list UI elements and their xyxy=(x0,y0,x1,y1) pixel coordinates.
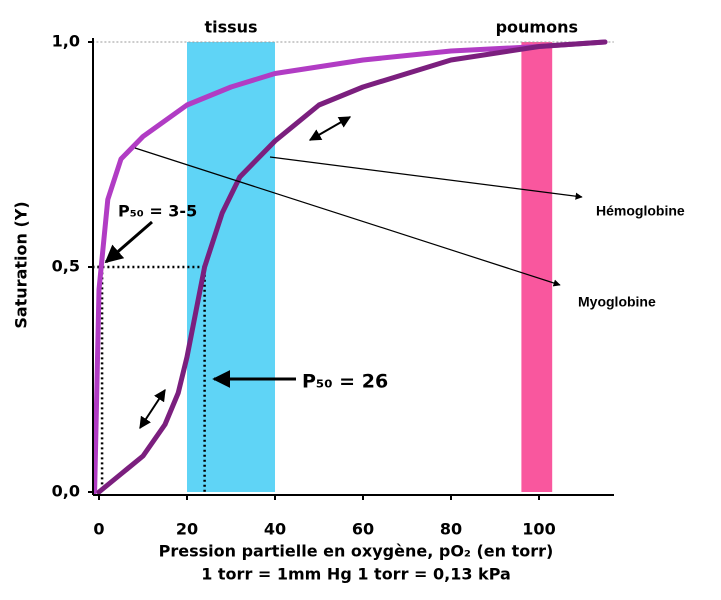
x-tick-label: 100 xyxy=(522,520,555,539)
x-axis-title: Pression partielle en oxygène, pO₂ (en t… xyxy=(159,542,554,561)
band xyxy=(187,42,275,492)
y-tick-label: 0,5 xyxy=(52,257,80,276)
y-tick-label: 0,0 xyxy=(52,482,80,501)
arrows xyxy=(104,116,583,430)
series-line xyxy=(96,39,608,495)
x-tick-label: 0 xyxy=(93,520,104,539)
x-tick-label: 60 xyxy=(352,520,374,539)
y-axis-title: Saturation (Y) xyxy=(12,201,31,328)
series-line xyxy=(92,39,608,495)
series-label: Myoglobine xyxy=(578,294,656,310)
y-tick-label: 1,0 xyxy=(52,32,80,51)
annotation: P₅₀ = 26 xyxy=(302,371,388,393)
band-label: poumons xyxy=(496,18,578,37)
annotation: P₅₀ = 3-5 xyxy=(118,202,197,221)
x-axis-note: 1 torr = 1mm Hg 1 torr = 0,13 kPa xyxy=(201,565,511,584)
x-tick-label: 80 xyxy=(440,520,462,539)
x-tick-label: 40 xyxy=(264,520,286,539)
band-label: tissus xyxy=(204,18,257,37)
band xyxy=(521,42,553,492)
x-tick-label: 20 xyxy=(176,520,198,539)
series-label: Hémoglobine xyxy=(596,203,685,219)
